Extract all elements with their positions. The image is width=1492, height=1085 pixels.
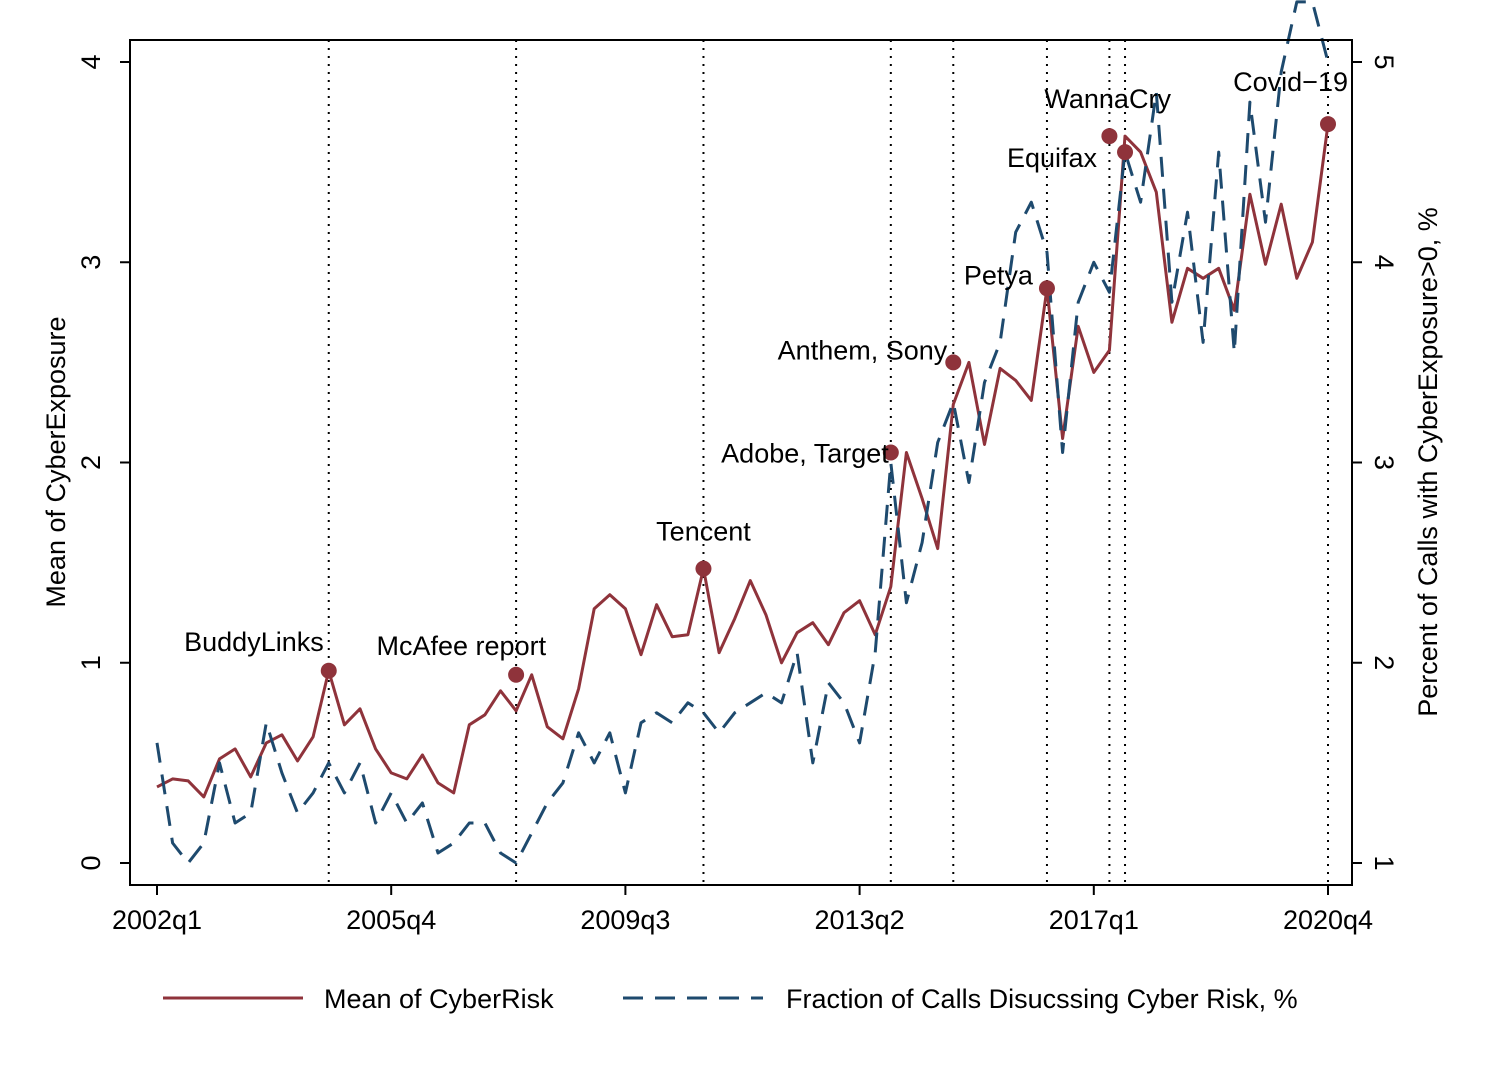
event-label-2: Tencent xyxy=(656,517,751,547)
event-label-3: Adobe, Target xyxy=(721,438,889,468)
event-marker-8 xyxy=(1320,116,1336,133)
event-marker-5 xyxy=(1038,280,1055,297)
x-tick-label-3: 2013q2 xyxy=(815,905,905,935)
event-label-0: BuddyLinks xyxy=(184,627,324,657)
y-right-tick-label-2: 3 xyxy=(1369,455,1399,470)
y-right-tick-label-3: 4 xyxy=(1369,255,1399,270)
y-right-tick-label-0: 1 xyxy=(1369,855,1399,870)
legend-label-fraction: Fraction of Calls Disucssing Cyber Risk,… xyxy=(786,984,1298,1014)
x-tick-label-2: 2009q3 xyxy=(580,905,670,935)
event-label-6: WannaCry xyxy=(1044,84,1171,114)
x-tick-label-5: 2020q4 xyxy=(1283,905,1373,935)
event-marker-7 xyxy=(1117,144,1134,161)
x-tick-label-1: 2005q4 xyxy=(346,905,436,935)
event-label-4: Anthem, Sony xyxy=(778,335,948,365)
event-marker-3 xyxy=(882,444,899,461)
event-label-1: McAfee report xyxy=(377,631,547,661)
x-tick-label-4: 2017q1 xyxy=(1049,905,1139,935)
event-label-5: Petya xyxy=(964,260,1034,290)
x-tick-label-0: 2002q1 xyxy=(112,905,202,935)
event-marker-0 xyxy=(320,662,337,679)
y-left-tick-label-0: 0 xyxy=(76,855,106,870)
y-right-tick-label-4: 5 xyxy=(1369,54,1399,69)
series-line-fraction xyxy=(155,0,1330,865)
y-axis-left-title: Mean of CyberExposure xyxy=(41,316,71,607)
series-line-cyberrisk xyxy=(156,123,1330,799)
y-left-tick-label-3: 3 xyxy=(76,255,106,270)
event-marker-1 xyxy=(508,666,525,683)
y-right-tick-label-1: 2 xyxy=(1369,655,1399,670)
y-left-tick-label-2: 2 xyxy=(76,455,106,470)
event-marker-6 xyxy=(1101,128,1118,145)
event-label-7: Equifax xyxy=(1007,143,1098,173)
event-marker-4 xyxy=(945,354,962,371)
y-left-tick-label-4: 4 xyxy=(76,54,106,69)
legend: Mean of CyberRisk Fraction of Calls Disu… xyxy=(163,984,1298,1014)
event-marker-2 xyxy=(695,560,712,577)
y-left-tick-label-1: 1 xyxy=(76,655,106,670)
y-axis-right-title: Percent of Calls with CyberExposure>0, % xyxy=(1413,207,1443,716)
event-label-8: Covid−19 xyxy=(1233,67,1348,97)
legend-label-cyberrisk: Mean of CyberRisk xyxy=(324,984,554,1014)
